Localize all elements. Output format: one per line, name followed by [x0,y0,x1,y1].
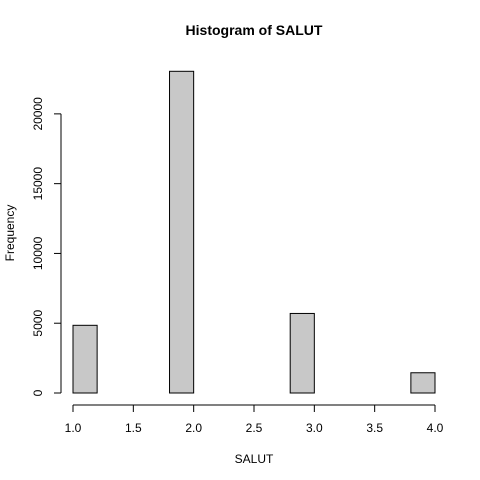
chart-title: Histogram of SALUT [186,22,323,38]
y-axis: 0 5000 10000 15000 20000 [31,97,62,396]
x-axis: 1.0 1.5 2.0 2.5 3.0 3.5 4.0 [65,404,444,435]
x-tick-label: 2.5 [246,421,263,435]
y-tick-label: 0 [31,389,45,396]
y-tick-label: 20000 [31,97,45,131]
y-tick-label: 5000 [31,310,45,337]
bars-group [72,70,436,394]
histogram-bar-14 [410,372,436,394]
y-tick-label: 10000 [31,236,45,270]
y-tick-label: 15000 [31,167,45,201]
x-tick-label: 1.0 [65,421,82,435]
x-tick-label: 1.5 [125,421,142,435]
x-tick-label: 4.0 [427,421,444,435]
y-axis-label: Frequency [3,205,17,262]
histogram-bar-0 [72,324,98,394]
x-tick-label: 2.0 [185,421,202,435]
histogram-bar-9 [289,312,315,394]
x-tick-label: 3.0 [306,421,323,435]
x-axis-label: SALUT [235,452,274,466]
x-tick-label: 3.5 [366,421,383,435]
histogram-bar-4 [169,70,195,394]
